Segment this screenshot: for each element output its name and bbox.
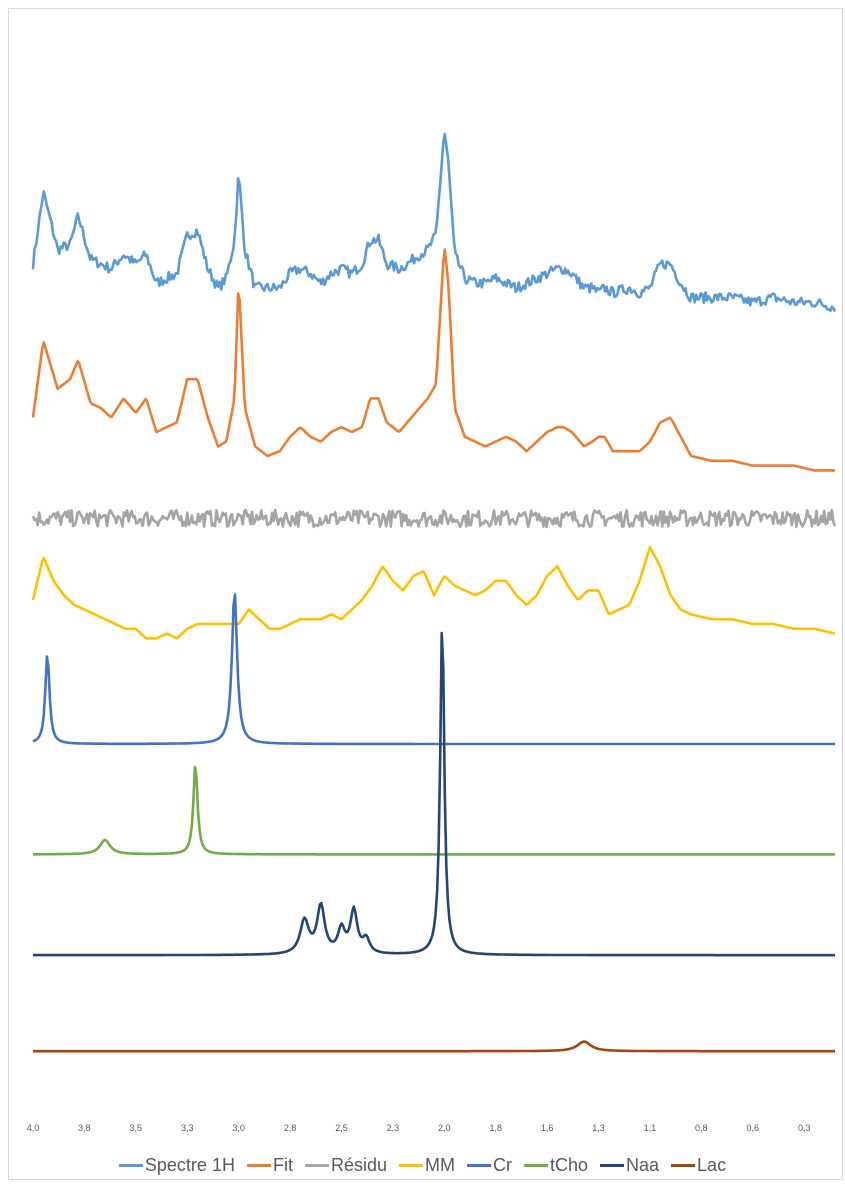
x-tick-label: 3,3 (181, 1123, 194, 1133)
x-tick-label: 3,0 (232, 1123, 245, 1133)
legend-item: Lac (671, 1155, 726, 1176)
x-axis-tick-labels: 4,0 3,8 3,5 3,3 3,0 2,8 2,5 2,3 2,0 1,8 1,6 1,3 1,1 0… (27, 1123, 811, 1133)
legend-label: Lac (697, 1154, 727, 1175)
x-tick-label: 3,8 (78, 1123, 91, 1133)
legend-item: MM (398, 1154, 455, 1176)
legend-item: tCho (523, 1154, 589, 1176)
legend-swatch (118, 1163, 143, 1167)
series-line-naa (32, 631, 835, 957)
series-line-r-sidu (31, 508, 837, 529)
legend-item: Résidu (304, 1154, 387, 1176)
series-line-tcho (33, 765, 835, 856)
x-tick-label: 2,3 (387, 1123, 400, 1133)
legend-label: tCho (549, 1154, 589, 1175)
legend-swatch (398, 1163, 423, 1167)
x-tick-label: 1,3 (592, 1123, 605, 1133)
series-line-mm (31, 545, 836, 640)
legend-item: Naa (600, 1155, 659, 1176)
legend-label: Résidu (330, 1154, 387, 1175)
x-tick-label: 3,5 (130, 1123, 143, 1133)
legend-label: MM (424, 1154, 455, 1175)
x-tick-label: 1,8 (489, 1123, 502, 1133)
x-tick-label: 4,0 (27, 1123, 40, 1133)
legend-swatch (304, 1163, 329, 1167)
x-tick-label: 0,3 (798, 1123, 811, 1133)
x-tick-label: 0,6 (746, 1123, 759, 1133)
x-tick-label: 2,0 (438, 1123, 451, 1133)
legend-swatch (600, 1163, 625, 1167)
series-line-spectre-1h (31, 132, 837, 313)
x-tick-label: 2,5 (335, 1123, 348, 1133)
legend-item: Fit (246, 1154, 293, 1176)
x-tick-label: 2,8 (284, 1123, 297, 1133)
x-tick-label: 1,1 (644, 1123, 657, 1133)
legend-label: Cr (492, 1154, 512, 1175)
series-line-cr (32, 593, 835, 746)
legend-label: Spectre 1H (144, 1154, 235, 1175)
legend-item: Cr (466, 1154, 512, 1176)
series-line-fit (31, 248, 835, 472)
legend-swatch (246, 1163, 271, 1167)
legend-swatch (523, 1163, 548, 1167)
chart-area (8, 8, 843, 1180)
legend-item: Spectre 1H (118, 1154, 235, 1176)
legend-label: Naa (626, 1154, 660, 1175)
series-layer (31, 132, 837, 1053)
x-tick-label: 0,8 (695, 1123, 708, 1133)
series-line-lac (33, 1040, 835, 1053)
x-tick-label: 1,6 (541, 1123, 554, 1133)
legend-label: Fit (272, 1154, 293, 1175)
legend-swatch (671, 1163, 696, 1167)
legend-swatch (466, 1163, 491, 1167)
chart-legend: Spectre 1H Fit Résidu MM Cr tCho Naa Lac (0, 1150, 845, 1180)
